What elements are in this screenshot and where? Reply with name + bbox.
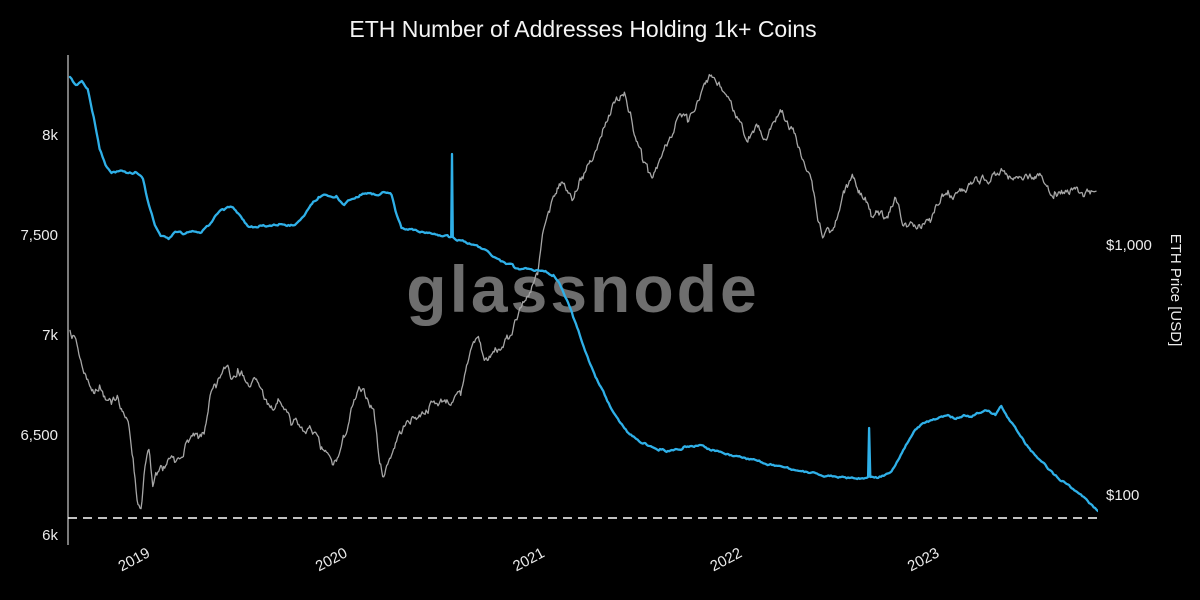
addresses-line [68,75,1098,513]
y-left-tick-label: 6,500 [20,427,58,444]
glassnode-watermark: glassnode [406,252,760,326]
y-right-tick-label: $1,000 [1106,237,1152,254]
y-right-tick-label: $100 [1106,487,1139,504]
y-left-tick-label: 7k [42,327,58,344]
x-tick-label: 2019 [115,545,152,576]
x-tick-label: 2022 [707,545,744,576]
x-tick-label: 2023 [905,545,942,576]
eth-price-line [69,73,1097,510]
right-axis-label: ETH Price [USD] [1167,234,1184,347]
y-left-tick-label: 6k [42,527,58,544]
x-tick-label: 2021 [510,545,547,576]
chart-title: ETH Number of Addresses Holding 1k+ Coin… [349,16,817,42]
x-tick-label: 2020 [313,545,350,576]
y-left-tick-label: 8k [42,127,58,144]
y-left-tick-label: 7,500 [20,227,58,244]
